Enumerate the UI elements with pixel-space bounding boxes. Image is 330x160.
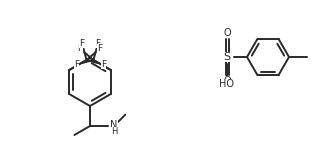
Text: F: F: [101, 60, 106, 69]
Text: F: F: [80, 39, 84, 48]
Text: F: F: [74, 60, 79, 69]
Text: H: H: [111, 127, 117, 136]
Text: O: O: [223, 76, 231, 86]
Text: F: F: [97, 44, 103, 53]
Text: O: O: [223, 28, 231, 38]
Text: N: N: [110, 120, 118, 130]
Text: HO: HO: [218, 79, 234, 89]
Text: F: F: [78, 44, 82, 53]
Text: S: S: [223, 52, 231, 62]
Text: F: F: [95, 39, 101, 48]
